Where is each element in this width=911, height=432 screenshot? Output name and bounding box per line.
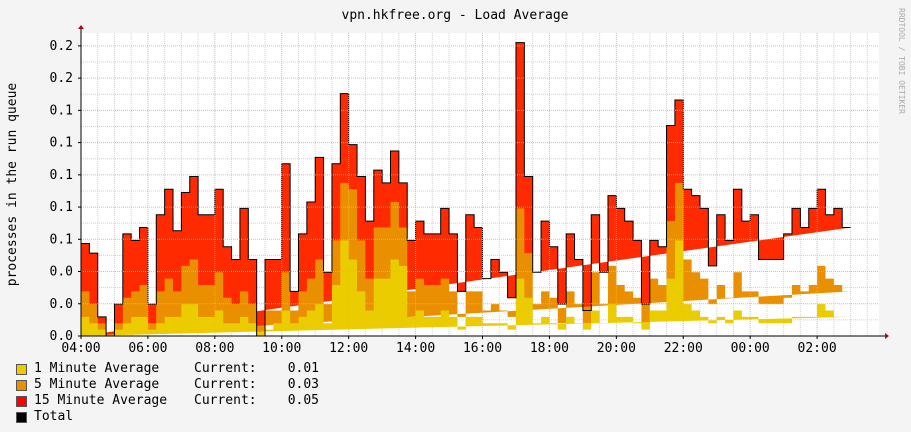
x-tick-label: 06:00: [128, 341, 167, 356]
legend-label-total: Total: [34, 409, 74, 424]
legend-swatch-total: [16, 411, 27, 423]
legend-current-value-15min: 0.05: [287, 393, 319, 408]
total-line: [81, 42, 851, 337]
area-series-2: [81, 240, 851, 336]
x-tick-label: 18:00: [530, 341, 569, 356]
legend-row-total: Total: [16, 409, 319, 425]
y-tick-label: 0.0: [50, 297, 73, 312]
x-tick-label: 04:00: [61, 341, 100, 356]
legend-current-label-15min: Current:: [194, 393, 257, 408]
legend-swatch-15min: [16, 395, 27, 407]
x-tick-label: 02:00: [798, 341, 837, 356]
legend: 1 Minute Average Current: 0.01 5 Minute …: [16, 361, 319, 425]
y-axis-label: processes in the run queue: [5, 83, 20, 287]
y-tick-label: 0.0: [50, 329, 73, 344]
y-axis-arrow: [78, 25, 84, 29]
legend-row-5min: 5 Minute Average Current: 0.03: [16, 377, 319, 393]
legend-current-value-1min: 0.01: [287, 361, 319, 376]
y-tick-label: 0.1: [50, 103, 73, 118]
y-tick-label: 0.2: [50, 71, 73, 86]
legend-current-label-1min: Current:: [194, 361, 257, 376]
legend-swatch-5min: [16, 379, 27, 391]
y-tick-label: 0.0: [50, 265, 73, 280]
chart-title: vpn.hkfree.org - Load Average: [342, 8, 569, 23]
legend-row-15min: 15 Minute Average Current: 0.05: [16, 393, 319, 409]
y-tick-label: 0.1: [50, 136, 73, 151]
y-tick-label: 0.1: [50, 200, 73, 215]
legend-label-5min: 5 Minute Average: [34, 377, 160, 392]
legend-swatch-1min: [16, 363, 27, 375]
y-tick-label: 0.1: [50, 168, 73, 183]
legend-row-1min: 1 Minute Average Current: 0.01: [16, 361, 319, 377]
x-tick-label: 16:00: [463, 341, 502, 356]
x-tick-label: 22:00: [664, 341, 703, 356]
x-tick-label: 14:00: [396, 341, 435, 356]
x-tick-label: 10:00: [262, 341, 301, 356]
y-tick-label: 0.1: [50, 232, 73, 247]
rrdtool-credit: RRDTOOL / TOBI OETIKER: [897, 8, 906, 114]
x-tick-label: 12:00: [329, 341, 368, 356]
x-axis-arrow: [885, 333, 889, 339]
legend-current-label-5min: Current:: [194, 377, 257, 392]
x-tick-label: 00:00: [731, 341, 770, 356]
legend-label-1min: 1 Minute Average: [34, 361, 160, 376]
y-tick-label: 0.2: [50, 39, 73, 54]
legend-label-15min: 15 Minute Average: [34, 393, 168, 408]
area-series-0: [81, 42, 851, 336]
x-tick-label: 08:00: [195, 341, 234, 356]
x-tick-label: 20:00: [597, 341, 636, 356]
area-series-1: [81, 182, 851, 336]
legend-current-value-5min: 0.03: [287, 377, 319, 392]
